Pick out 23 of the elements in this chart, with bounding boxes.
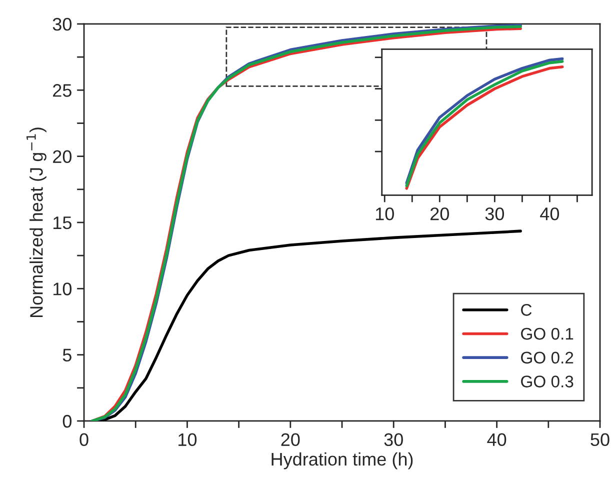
y-tick-label: 15 <box>54 216 72 230</box>
x-tick-label: 30 <box>384 433 403 446</box>
legend-label: C <box>521 304 532 316</box>
legend-label: GO 0.3 <box>521 376 574 388</box>
x-axis-title: Hydration time (h) <box>272 452 413 470</box>
y-tick-label: 30 <box>52 18 72 31</box>
x-tick-label: 40 <box>487 433 506 446</box>
y-tick-label: 20 <box>53 150 72 164</box>
legend-label: GO 0.1 <box>521 328 574 340</box>
y-tick-label: 10 <box>54 282 72 296</box>
x-tick-label: 40 <box>540 207 560 220</box>
y-axis-title: Normalized heat (J g$^{−1}$) <box>26 128 46 317</box>
x-tick-label: 20 <box>281 433 300 446</box>
x-tick-label: 10 <box>376 207 394 220</box>
x-tick-label: 10 <box>178 433 197 446</box>
y-tick-label: 25 <box>53 84 72 97</box>
x-tick-label: 0 <box>80 433 88 446</box>
x-tick-label: 20 <box>430 207 449 220</box>
y-tick-label: 5 <box>62 348 72 362</box>
legend-label: GO 0.2 <box>521 352 574 364</box>
y-tick-label: 0 <box>62 414 72 428</box>
x-tick-label: 30 <box>485 207 504 220</box>
x-tick-label: 50 <box>590 433 610 446</box>
